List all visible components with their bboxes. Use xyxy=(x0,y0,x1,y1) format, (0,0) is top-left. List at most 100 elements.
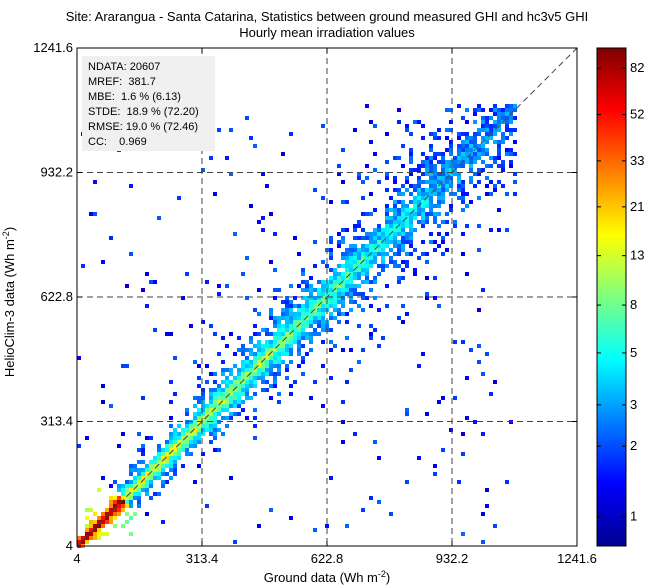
density-cell xyxy=(497,128,501,132)
density-cell xyxy=(453,220,457,224)
density-cell xyxy=(93,212,97,216)
density-cell xyxy=(117,512,121,516)
density-cell xyxy=(449,164,453,168)
density-cell xyxy=(485,164,489,168)
density-cell xyxy=(321,292,325,296)
density-cell xyxy=(261,348,265,352)
density-cell xyxy=(329,328,333,332)
density-cell xyxy=(273,352,277,356)
density-cell xyxy=(321,308,325,312)
density-cell xyxy=(289,308,293,312)
density-cell xyxy=(85,536,89,540)
density-cell xyxy=(145,484,149,488)
density-cell xyxy=(269,508,273,512)
density-cell xyxy=(433,168,437,172)
density-cell xyxy=(361,292,365,296)
density-cell xyxy=(89,520,93,524)
density-cell xyxy=(365,280,369,284)
density-cell xyxy=(421,200,425,204)
density-cell xyxy=(421,204,425,208)
density-cell xyxy=(141,488,145,492)
density-cell xyxy=(437,192,441,196)
density-cell xyxy=(145,492,149,496)
density-cell xyxy=(501,112,505,116)
density-cell xyxy=(457,184,461,188)
density-cell xyxy=(453,160,457,164)
density-cell xyxy=(137,504,141,508)
density-cell xyxy=(449,208,453,212)
colorbar-tick-label: 21 xyxy=(630,199,644,214)
density-cell xyxy=(85,508,89,512)
density-cell xyxy=(205,504,209,508)
density-cell xyxy=(193,360,197,364)
density-cell xyxy=(333,296,337,300)
density-cell xyxy=(229,476,233,480)
density-cell xyxy=(221,392,225,396)
density-cell xyxy=(137,488,141,492)
density-cell xyxy=(441,180,445,184)
density-cell xyxy=(449,168,453,172)
density-cell xyxy=(401,220,405,224)
density-cell xyxy=(501,168,505,172)
density-cell xyxy=(365,268,369,272)
density-cell xyxy=(321,284,325,288)
density-cell xyxy=(385,284,389,288)
density-cell xyxy=(397,216,401,220)
density-cell xyxy=(373,124,377,128)
density-cell xyxy=(473,156,477,160)
density-cell xyxy=(385,176,389,180)
density-cell xyxy=(357,292,361,296)
density-cell xyxy=(493,140,497,144)
density-cell xyxy=(253,384,257,388)
density-cell xyxy=(301,288,305,292)
density-cell xyxy=(441,164,445,168)
density-cell xyxy=(245,396,249,400)
density-cell xyxy=(461,340,465,344)
density-cell xyxy=(433,132,437,136)
density-cell xyxy=(169,464,173,468)
density-cell xyxy=(461,208,465,212)
density-cell xyxy=(125,492,129,496)
density-cell xyxy=(505,116,509,120)
density-cell xyxy=(309,396,313,400)
density-cell xyxy=(337,244,341,248)
density-cell xyxy=(357,220,361,224)
density-cell xyxy=(273,332,277,336)
density-cell xyxy=(237,368,241,372)
density-cell xyxy=(297,336,301,340)
density-cell xyxy=(237,336,241,340)
density-cell xyxy=(309,316,313,320)
density-cell xyxy=(365,176,369,180)
density-cell xyxy=(385,216,389,220)
density-cell xyxy=(397,316,401,320)
density-cell xyxy=(377,232,381,236)
density-cell xyxy=(217,128,221,132)
density-cell xyxy=(473,108,477,112)
density-cell xyxy=(149,468,153,472)
density-cell xyxy=(81,540,85,544)
stats-line-ndata: NDATA: 20607 xyxy=(88,61,160,73)
density-cell xyxy=(497,156,501,160)
density-cell xyxy=(473,420,477,424)
density-cell xyxy=(485,128,489,132)
density-cell xyxy=(433,248,437,252)
density-cell xyxy=(281,348,285,352)
density-cell xyxy=(457,196,461,200)
density-cell xyxy=(241,272,245,276)
density-cell xyxy=(249,348,253,352)
density-cell xyxy=(125,480,129,484)
density-cell xyxy=(401,248,405,252)
density-cell xyxy=(129,472,133,476)
density-cell xyxy=(413,268,417,272)
density-cell xyxy=(421,160,425,164)
density-cell xyxy=(461,140,465,144)
density-cell xyxy=(177,196,181,200)
x-axis-ticks: 4 313.4 622.8 932.2 1241.6 xyxy=(73,48,597,566)
density-cell xyxy=(337,300,341,304)
density-cell xyxy=(369,240,373,244)
density-cell xyxy=(433,216,437,220)
density-cell xyxy=(461,156,465,160)
density-cell xyxy=(409,132,413,136)
density-cell xyxy=(305,300,309,304)
